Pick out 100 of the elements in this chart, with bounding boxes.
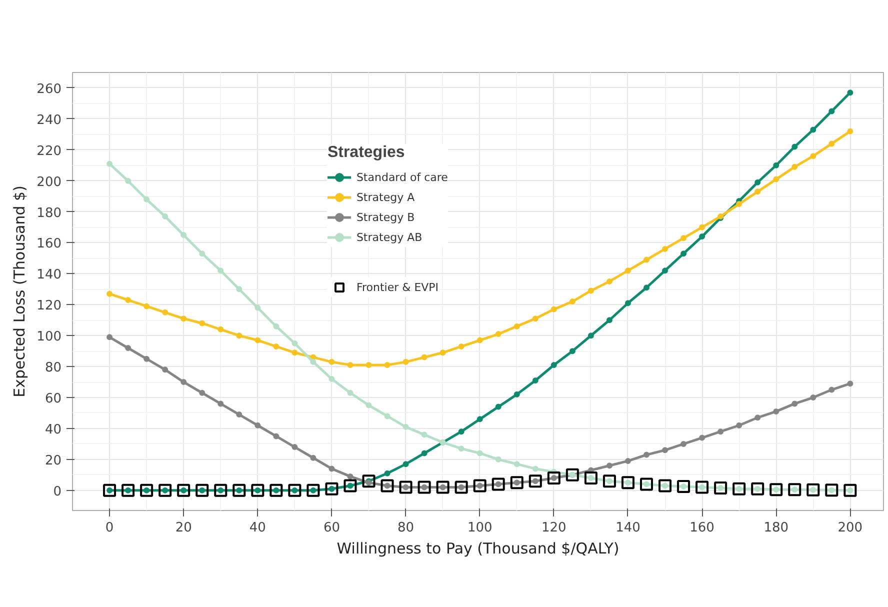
point: [510, 476, 524, 490]
point: [421, 432, 428, 438]
y-tick-label: 260: [36, 82, 62, 97]
point: [106, 334, 113, 340]
point: [384, 362, 390, 368]
point: [218, 400, 224, 407]
x-tick-label: 200: [838, 520, 863, 536]
point: [662, 246, 668, 252]
legend-title: Strategies: [327, 144, 406, 162]
point: [418, 480, 431, 494]
point: [680, 440, 687, 447]
legend-label: Frontier & EVPI: [356, 280, 439, 295]
point: [399, 480, 412, 494]
point: [232, 484, 246, 497]
point: [810, 394, 816, 401]
x-axis-title: Willingness to Pay (Thousand $/QALY): [336, 540, 620, 558]
point: [440, 350, 446, 356]
point: [640, 478, 653, 491]
point: [273, 343, 280, 350]
point: [624, 300, 631, 306]
point: [495, 331, 502, 338]
point: [347, 473, 354, 480]
point: [273, 323, 280, 330]
point: [569, 298, 576, 305]
point: [218, 326, 224, 332]
point: [696, 480, 709, 494]
point: [251, 484, 264, 497]
point: [662, 268, 668, 274]
point: [236, 286, 242, 292]
point: [754, 188, 761, 195]
point: [718, 428, 724, 435]
point: [199, 250, 206, 257]
point: [162, 309, 168, 316]
point: [495, 404, 502, 410]
point: [680, 250, 687, 257]
point: [828, 140, 835, 147]
point: [736, 201, 742, 208]
point: [792, 400, 798, 407]
y-tick-label: 180: [36, 206, 62, 221]
point: [125, 178, 132, 184]
point: [773, 408, 780, 414]
point: [140, 484, 154, 497]
point: [214, 484, 228, 497]
point: [825, 484, 838, 497]
point: [736, 422, 742, 428]
point: [643, 256, 650, 263]
point: [532, 466, 538, 472]
point: [476, 450, 483, 456]
point: [402, 424, 409, 430]
point: [662, 447, 668, 454]
point: [584, 472, 598, 484]
point: [180, 379, 187, 386]
y-tick-label: 240: [36, 112, 62, 128]
point: [292, 350, 298, 356]
point: [421, 450, 428, 456]
point: [476, 416, 483, 422]
point: [106, 290, 113, 297]
point: [236, 412, 242, 418]
point: [643, 452, 650, 458]
point: [458, 446, 464, 452]
point: [380, 479, 394, 492]
point: [828, 108, 835, 114]
point: [844, 484, 857, 497]
point: [162, 366, 168, 373]
y-tick-label: 60: [44, 392, 62, 407]
point: [528, 474, 542, 488]
point: [699, 224, 706, 230]
point: [699, 234, 706, 240]
point: [550, 306, 557, 312]
point: [810, 126, 816, 133]
point: [828, 386, 835, 393]
point: [476, 337, 483, 344]
y-tick-label: 100: [36, 330, 62, 345]
point: [273, 433, 280, 440]
point: [144, 356, 150, 362]
point: [714, 482, 728, 495]
point: [606, 317, 612, 324]
y-tick-label: 200: [36, 174, 62, 190]
point: [177, 484, 190, 497]
point: [362, 474, 376, 488]
legend-label: Strategy A: [356, 190, 415, 205]
x-tick-label: 60: [323, 520, 340, 536]
point: [532, 378, 538, 384]
point: [810, 153, 816, 160]
point: [366, 402, 372, 408]
point: [325, 482, 338, 496]
point: [514, 323, 520, 330]
x-tick-label: 140: [616, 520, 640, 536]
point: [773, 176, 780, 182]
point: [569, 348, 576, 354]
point: [310, 454, 316, 461]
point: [754, 414, 761, 421]
point: [847, 90, 854, 96]
point: [328, 358, 335, 365]
point: [366, 362, 372, 368]
point: [602, 474, 616, 488]
y-tick-label: 120: [36, 298, 62, 314]
point: [458, 428, 464, 435]
x-tick-label: 0: [105, 520, 114, 536]
legend-label: Standard of care: [356, 170, 448, 185]
